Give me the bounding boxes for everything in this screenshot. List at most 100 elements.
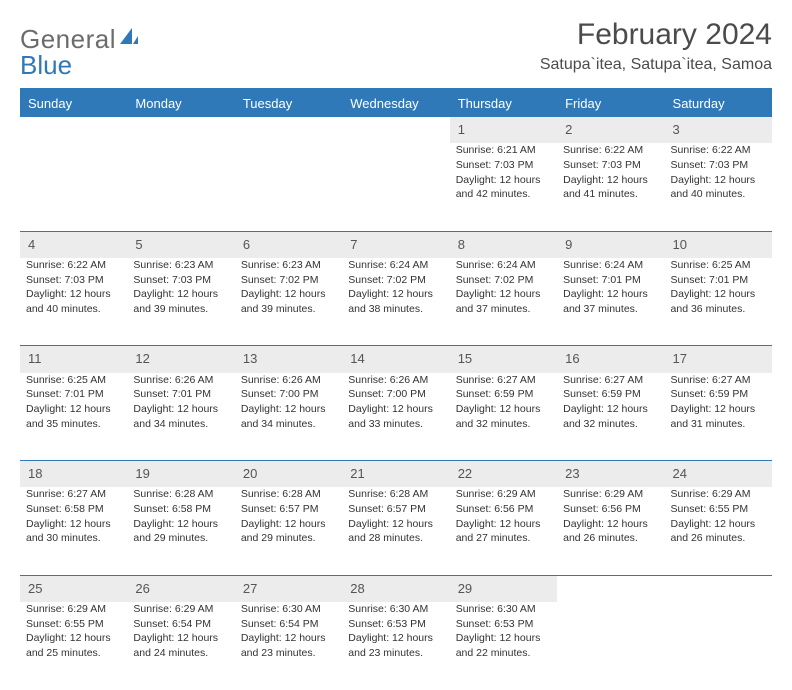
- day-cell: Sunrise: 6:29 AMSunset: 6:55 PMDaylight:…: [20, 602, 127, 690]
- sunset-line: Sunset: 7:03 PM: [563, 158, 658, 173]
- weekday-header: Thursday: [450, 90, 557, 117]
- daylight-line: Daylight: 12 hours and 39 minutes.: [133, 287, 228, 316]
- daylight-line: Daylight: 12 hours and 26 minutes.: [671, 517, 766, 546]
- day-cell: Sunrise: 6:30 AMSunset: 6:54 PMDaylight:…: [235, 602, 342, 690]
- daylight-line: Daylight: 12 hours and 41 minutes.: [563, 173, 658, 202]
- sunset-line: Sunset: 6:56 PM: [563, 502, 658, 517]
- sunset-line: Sunset: 6:54 PM: [241, 617, 336, 632]
- sunset-line: Sunset: 6:56 PM: [456, 502, 551, 517]
- empty-cell: [557, 602, 664, 690]
- sunrise-line: Sunrise: 6:26 AM: [241, 373, 336, 388]
- day-cell: Sunrise: 6:24 AMSunset: 7:01 PMDaylight:…: [557, 258, 664, 346]
- daylight-line: Daylight: 12 hours and 33 minutes.: [348, 402, 443, 431]
- sunrise-line: Sunrise: 6:21 AM: [456, 143, 551, 158]
- sunrise-line: Sunrise: 6:23 AM: [241, 258, 336, 273]
- sunrise-line: Sunrise: 6:25 AM: [671, 258, 766, 273]
- sunrise-line: Sunrise: 6:22 AM: [563, 143, 658, 158]
- day-number: 22: [450, 461, 557, 488]
- daylight-line: Daylight: 12 hours and 22 minutes.: [456, 631, 551, 660]
- daylight-line: Daylight: 12 hours and 30 minutes.: [26, 517, 121, 546]
- day-cell: Sunrise: 6:27 AMSunset: 6:59 PMDaylight:…: [665, 373, 772, 461]
- day-number: 14: [342, 346, 449, 373]
- empty-cell: [127, 117, 234, 143]
- sunrise-line: Sunrise: 6:23 AM: [133, 258, 228, 273]
- day-number-row: 45678910: [20, 231, 772, 258]
- day-cell: Sunrise: 6:26 AMSunset: 7:01 PMDaylight:…: [127, 373, 234, 461]
- day-cell: Sunrise: 6:28 AMSunset: 6:58 PMDaylight:…: [127, 487, 234, 575]
- sunrise-line: Sunrise: 6:22 AM: [671, 143, 766, 158]
- day-number: 8: [450, 231, 557, 258]
- day-number: 9: [557, 231, 664, 258]
- sunrise-line: Sunrise: 6:30 AM: [456, 602, 551, 617]
- daylight-line: Daylight: 12 hours and 38 minutes.: [348, 287, 443, 316]
- day-cell: Sunrise: 6:21 AMSunset: 7:03 PMDaylight:…: [450, 143, 557, 231]
- sunrise-line: Sunrise: 6:29 AM: [133, 602, 228, 617]
- sunset-line: Sunset: 6:59 PM: [563, 387, 658, 402]
- day-cell: Sunrise: 6:24 AMSunset: 7:02 PMDaylight:…: [342, 258, 449, 346]
- logo-text-2: Blue: [20, 50, 72, 81]
- sunrise-line: Sunrise: 6:30 AM: [241, 602, 336, 617]
- day-number: 11: [20, 346, 127, 373]
- empty-cell: [235, 143, 342, 231]
- day-number-row: 2526272829: [20, 575, 772, 602]
- logo-sail-icon: [118, 24, 140, 55]
- sunrise-line: Sunrise: 6:30 AM: [348, 602, 443, 617]
- daylight-line: Daylight: 12 hours and 26 minutes.: [563, 517, 658, 546]
- day-number: 25: [20, 575, 127, 602]
- daylight-line: Daylight: 12 hours and 34 minutes.: [241, 402, 336, 431]
- day-number: 24: [665, 461, 772, 488]
- sunset-line: Sunset: 7:01 PM: [563, 273, 658, 288]
- empty-cell: [665, 575, 772, 602]
- sunset-line: Sunset: 7:03 PM: [456, 158, 551, 173]
- sunrise-line: Sunrise: 6:24 AM: [348, 258, 443, 273]
- day-cell: Sunrise: 6:22 AMSunset: 7:03 PMDaylight:…: [665, 143, 772, 231]
- empty-cell: [342, 143, 449, 231]
- daylight-line: Daylight: 12 hours and 37 minutes.: [456, 287, 551, 316]
- day-number: 16: [557, 346, 664, 373]
- sunrise-line: Sunrise: 6:26 AM: [133, 373, 228, 388]
- sunset-line: Sunset: 6:57 PM: [348, 502, 443, 517]
- day-number-row: 123: [20, 117, 772, 143]
- daylight-line: Daylight: 12 hours and 34 minutes.: [133, 402, 228, 431]
- daylight-line: Daylight: 12 hours and 23 minutes.: [241, 631, 336, 660]
- day-number: 13: [235, 346, 342, 373]
- daylight-line: Daylight: 12 hours and 29 minutes.: [133, 517, 228, 546]
- empty-cell: [665, 602, 772, 690]
- sunrise-line: Sunrise: 6:27 AM: [456, 373, 551, 388]
- sunset-line: Sunset: 6:54 PM: [133, 617, 228, 632]
- day-cell: Sunrise: 6:28 AMSunset: 6:57 PMDaylight:…: [342, 487, 449, 575]
- day-content-row: Sunrise: 6:22 AMSunset: 7:03 PMDaylight:…: [20, 258, 772, 346]
- day-cell: Sunrise: 6:27 AMSunset: 6:58 PMDaylight:…: [20, 487, 127, 575]
- page-header: General February 2024 Satupa`itea, Satup…: [20, 18, 772, 74]
- daylight-line: Daylight: 12 hours and 36 minutes.: [671, 287, 766, 316]
- weekday-header: Friday: [557, 90, 664, 117]
- day-number: 17: [665, 346, 772, 373]
- sunrise-line: Sunrise: 6:26 AM: [348, 373, 443, 388]
- empty-cell: [235, 117, 342, 143]
- day-number: 12: [127, 346, 234, 373]
- sunset-line: Sunset: 7:00 PM: [348, 387, 443, 402]
- day-number-row: 18192021222324: [20, 461, 772, 488]
- sunset-line: Sunset: 6:55 PM: [26, 617, 121, 632]
- sunset-line: Sunset: 6:59 PM: [456, 387, 551, 402]
- day-number: 29: [450, 575, 557, 602]
- sunrise-line: Sunrise: 6:24 AM: [563, 258, 658, 273]
- sunset-line: Sunset: 7:01 PM: [671, 273, 766, 288]
- daylight-line: Daylight: 12 hours and 42 minutes.: [456, 173, 551, 202]
- day-cell: Sunrise: 6:27 AMSunset: 6:59 PMDaylight:…: [450, 373, 557, 461]
- day-cell: Sunrise: 6:26 AMSunset: 7:00 PMDaylight:…: [235, 373, 342, 461]
- daylight-line: Daylight: 12 hours and 29 minutes.: [241, 517, 336, 546]
- calendar-table: Sunday Monday Tuesday Wednesday Thursday…: [20, 90, 772, 690]
- sunrise-line: Sunrise: 6:25 AM: [26, 373, 121, 388]
- sunset-line: Sunset: 7:03 PM: [671, 158, 766, 173]
- empty-cell: [557, 575, 664, 602]
- day-number: 1: [450, 117, 557, 143]
- day-number: 5: [127, 231, 234, 258]
- daylight-line: Daylight: 12 hours and 31 minutes.: [671, 402, 766, 431]
- weekday-header: Tuesday: [235, 90, 342, 117]
- day-cell: Sunrise: 6:25 AMSunset: 7:01 PMDaylight:…: [20, 373, 127, 461]
- day-cell: Sunrise: 6:30 AMSunset: 6:53 PMDaylight:…: [342, 602, 449, 690]
- day-cell: Sunrise: 6:23 AMSunset: 7:02 PMDaylight:…: [235, 258, 342, 346]
- weekday-header: Saturday: [665, 90, 772, 117]
- day-number: 10: [665, 231, 772, 258]
